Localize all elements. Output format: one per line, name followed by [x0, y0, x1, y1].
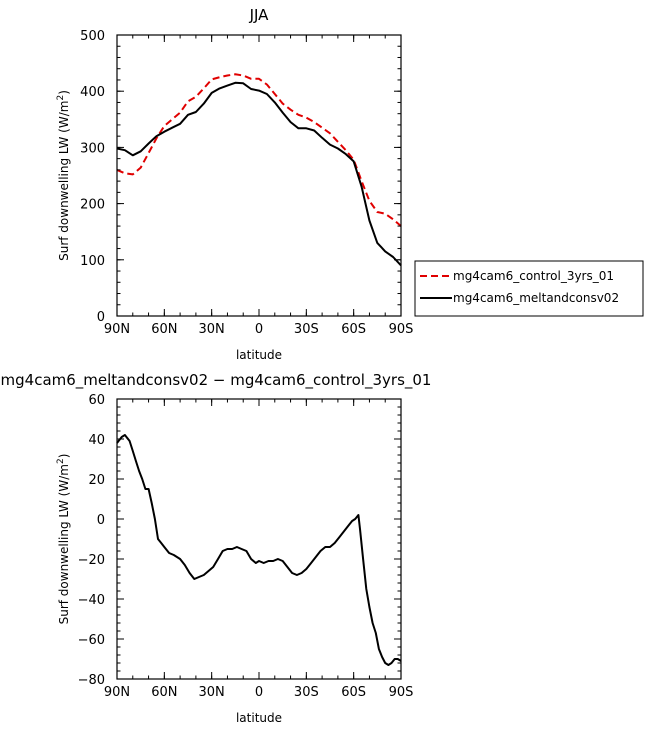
x-tick-label: 0: [255, 685, 263, 700]
x-tick-label: 60N: [151, 685, 177, 700]
y-tick-label: −20: [78, 553, 105, 568]
series-line-1: [116, 73, 402, 227]
chart-panel-2: mg4cam6_meltandconsv02 − mg4cam6_control…: [1, 371, 432, 725]
y-tick-label: −80: [78, 673, 105, 688]
x-tick-label: 90N: [104, 685, 130, 700]
x-tick-label: 30S: [294, 322, 319, 337]
x-axis-label: latitude: [236, 348, 282, 362]
y-tick-label: 0: [97, 513, 105, 528]
x-tick-label: 60S: [341, 685, 366, 700]
chart-title: JJA: [249, 6, 270, 24]
x-axis-label: latitude: [236, 711, 282, 725]
x-tick-label: 60S: [341, 322, 366, 337]
y-tick-label: 0: [97, 310, 105, 325]
legend-label: mg4cam6_meltandconsv02: [453, 291, 619, 305]
y-tick-label: 300: [80, 141, 105, 156]
x-tick-label: 30N: [199, 685, 225, 700]
legend-box: [414, 260, 644, 317]
chart-panel-1: JJA 90N 60N 30N 0 30S 60S 90S 0 100 200 300 400 500 la…: [56, 6, 644, 362]
y-axis-label: Surf downwelling LW (W/m2): [56, 454, 71, 625]
x-tick-label: 90N: [104, 322, 130, 337]
y-tick-label: 20: [88, 473, 105, 488]
y-tick-label: 100: [80, 254, 105, 269]
y-tick-label: 200: [80, 198, 105, 213]
legend-label: mg4cam6_control_3yrs_01: [453, 269, 614, 283]
x-tick-label: 60N: [151, 322, 177, 337]
series-line-2: [116, 81, 402, 267]
y-tick-label: −60: [78, 633, 105, 648]
plot-frame: [116, 398, 402, 680]
y-tick-label: 40: [88, 433, 105, 448]
series-line-1: [116, 434, 402, 666]
y-tick-label: 60: [88, 393, 105, 408]
y-tick-label: −40: [78, 593, 105, 608]
x-tick-label: 30N: [199, 322, 225, 337]
chart-title: mg4cam6_meltandconsv02 − mg4cam6_control…: [1, 371, 432, 390]
y-tick-label: 400: [80, 85, 105, 100]
y-axis-label: Surf downwelling LW (W/m2): [56, 90, 71, 261]
x-tick-label: 30S: [294, 685, 319, 700]
x-tick-label: 0: [255, 322, 263, 337]
x-tick-label: 90S: [389, 685, 414, 700]
x-tick-label: 90S: [389, 322, 414, 337]
chart-legend: mg4cam6_control_3yrs_01 mg4cam6_meltandco…: [414, 260, 644, 317]
y-tick-label: 500: [80, 29, 105, 44]
